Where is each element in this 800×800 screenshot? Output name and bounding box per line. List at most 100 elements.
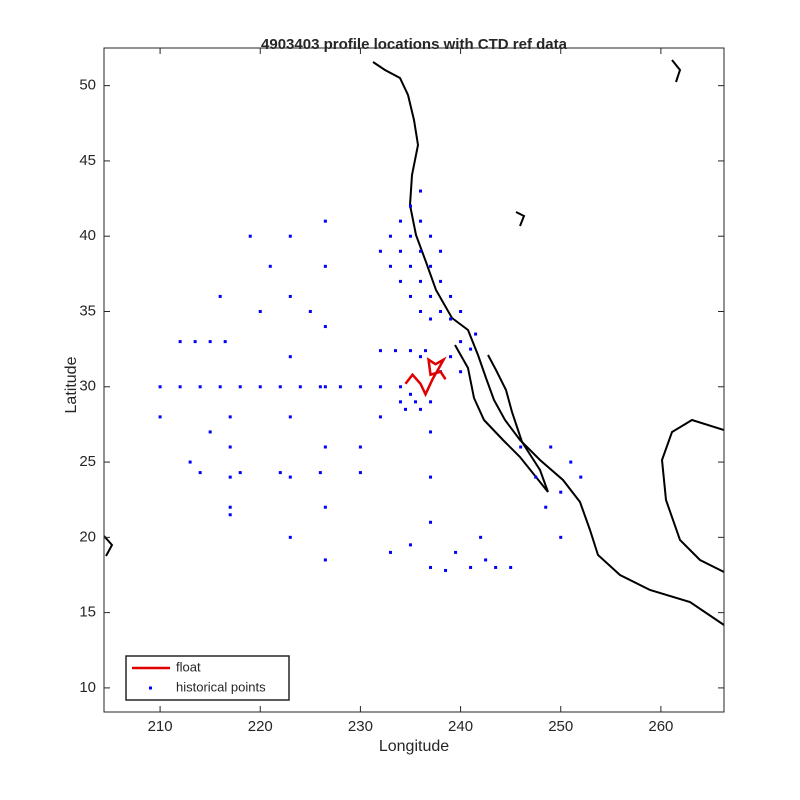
historical-point [444, 568, 448, 572]
historical-point [469, 347, 473, 351]
y-tick-label: 25 [79, 453, 96, 470]
float-track [404, 356, 447, 398]
historical-point [228, 475, 232, 479]
historical-point [449, 294, 453, 298]
historical-point [268, 264, 272, 268]
historical-point [559, 535, 563, 539]
historical-point [198, 385, 202, 389]
historical-point [398, 400, 402, 404]
y-tick-label: 30 [79, 378, 96, 395]
historical-point [323, 558, 327, 562]
legend: float historical points [125, 655, 290, 701]
historical-point [248, 234, 252, 238]
historical-point [378, 349, 382, 353]
historical-point [429, 264, 433, 268]
historical-point [469, 565, 473, 569]
historical-point [419, 219, 423, 223]
x-tick-label: 250 [548, 718, 573, 735]
coastline [104, 59, 724, 626]
historical-point [519, 445, 523, 449]
historical-point [398, 385, 402, 389]
historical-point [358, 471, 362, 475]
historical-point [158, 415, 162, 419]
historical-point [323, 445, 327, 449]
historical-point [223, 340, 227, 344]
historical-point [408, 234, 412, 238]
historical-point [388, 264, 392, 268]
historical-point [429, 317, 433, 321]
historical-point [278, 471, 282, 475]
legend-marker [149, 686, 152, 690]
legend-label: float [176, 659, 201, 674]
historical-point [318, 385, 322, 389]
historical-point [408, 392, 412, 396]
historical-point [178, 340, 182, 344]
historical-point [449, 355, 453, 359]
historical-point [459, 340, 463, 344]
historical-point [408, 294, 412, 298]
historical-point [288, 294, 292, 298]
historical-point [388, 234, 392, 238]
historical-point [288, 535, 292, 539]
historical-point [449, 317, 453, 321]
historical-point [398, 249, 402, 253]
historical-point [408, 264, 412, 268]
historical-point [298, 385, 302, 389]
historical-point [429, 400, 433, 404]
historical-point [474, 332, 478, 336]
y-tick-label: 10 [79, 679, 96, 696]
y-tick-label: 45 [79, 152, 96, 169]
historical-point [439, 279, 443, 283]
historical-point [408, 204, 412, 208]
historical-point [288, 475, 292, 479]
historical-point [419, 189, 423, 193]
legend-label: historical points [176, 679, 266, 694]
historical-point [479, 535, 483, 539]
historical-point [378, 415, 382, 419]
historical-point [549, 445, 553, 449]
historical-point [424, 349, 428, 353]
historical-point [258, 309, 262, 313]
historical-point [484, 558, 488, 562]
y-tick-label: 20 [79, 528, 96, 545]
historical-point [238, 471, 242, 475]
historical-point [569, 460, 573, 464]
historical-point [208, 340, 212, 344]
historical-point [158, 385, 162, 389]
historical-point [454, 550, 458, 554]
historical-point [459, 309, 463, 313]
historical-point [403, 407, 407, 411]
historical-point [358, 445, 362, 449]
historical-point [439, 249, 443, 253]
historical-point [419, 249, 423, 253]
y-tick-label: 15 [79, 604, 96, 621]
historical-point [278, 385, 282, 389]
historical-point [408, 349, 412, 353]
x-tick-label: 260 [648, 718, 673, 735]
historical-point [323, 219, 327, 223]
historical-point [228, 505, 232, 509]
historical-point [509, 565, 513, 569]
historical-point [419, 355, 423, 359]
historical-point [429, 294, 433, 298]
historical-point [408, 543, 412, 547]
plot-marks [158, 189, 583, 572]
y-tick-label: 35 [79, 302, 96, 319]
historical-point [258, 385, 262, 389]
historical-point [388, 550, 392, 554]
historical-point [378, 385, 382, 389]
historical-point [323, 385, 327, 389]
historical-point [544, 505, 548, 509]
axes-box [103, 47, 725, 713]
historical-point [358, 385, 362, 389]
historical-point [494, 565, 498, 569]
historical-point [459, 370, 463, 374]
x-tick-label: 210 [148, 718, 173, 735]
historical-point [188, 460, 192, 464]
historical-point [193, 340, 197, 344]
historical-point [198, 471, 202, 475]
historical-point [398, 219, 402, 223]
historical-point [218, 294, 222, 298]
historical-point [419, 309, 423, 313]
